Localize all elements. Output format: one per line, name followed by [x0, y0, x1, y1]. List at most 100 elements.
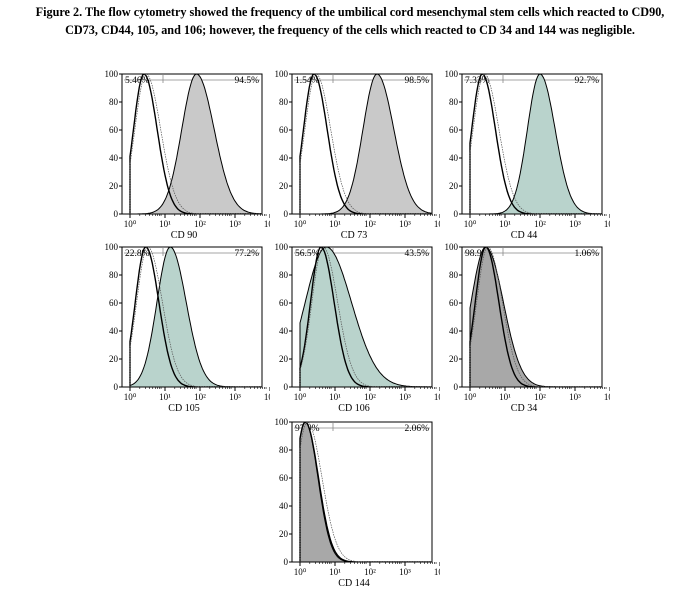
x-tick-label: 10¹	[329, 567, 341, 577]
x-tick-label: 10²	[364, 219, 376, 229]
y-tick-label: 20	[279, 354, 289, 364]
histogram-panel: 10080604020010⁰10¹10²10³10⁴CD 14497.9%2.…	[270, 418, 440, 588]
histogram-svg: 100 80 60 40 20 0 10⁰ 10¹ 10² 10³ 10⁴ CD 106 56.5% 43…	[275, 243, 440, 413]
histogram-panel: 100 80 60 40 20 0 10⁰ 10¹ 10² 10³ 10⁴ CD 90 5.46% 94.…	[100, 70, 270, 240]
y-tick-label: 0	[284, 209, 289, 219]
positive-percentage: 77.2%	[234, 249, 259, 259]
positive-histogram	[469, 247, 602, 387]
histogram-svg: 100 80 60 40 20 0 10⁰ 10¹ 10² 10³ 10⁴ CD 90 5.46% 94.…	[105, 70, 270, 240]
x-tick-label: 10⁰	[294, 392, 307, 402]
y-tick-label: 100	[105, 243, 119, 252]
caption-line-1: The flow cytometry showed the frequency …	[84, 5, 665, 19]
control-histogram-dotted	[469, 74, 602, 214]
histogram-plot	[129, 74, 262, 214]
y-tick-label: 0	[114, 382, 119, 392]
histogram-panel: 100 80 60 40 20 0 10⁰ 10¹ 10² 10³ 10⁴ CD 44 7.33% 92.…	[440, 70, 610, 240]
y-tick-label: 80	[449, 97, 459, 107]
y-tick-label: 20	[109, 181, 119, 191]
y-tick-label: 60	[279, 298, 289, 308]
x-tick-label: 10³	[399, 567, 411, 577]
x-tick-label: 10⁰	[124, 392, 137, 402]
negative-percentage: 22.8%	[125, 249, 150, 259]
x-tick-label: 10¹	[159, 219, 171, 229]
histogram-panel: 100 80 60 40 20 0 10⁰ 10¹ 10² 10³ 10⁴ CD 106 56.5% 43…	[270, 243, 440, 413]
y-tick-label: 20	[279, 181, 289, 191]
marker-label: CD 73	[341, 230, 367, 240]
x-tick-label: 10²	[364, 567, 376, 577]
x-tick-label: 10⁰	[124, 219, 137, 229]
x-tick-label: 10²	[534, 392, 546, 402]
y-tick-label: 60	[449, 298, 459, 308]
negative-percentage: 5.46%	[125, 76, 150, 86]
y-tick-label: 80	[279, 97, 289, 107]
y-tick-label: 0	[114, 209, 119, 219]
x-tick-label: 10¹	[329, 219, 341, 229]
y-tick-label: 100	[445, 243, 459, 252]
y-tick-label: 40	[109, 326, 119, 336]
y-tick-label: 80	[279, 445, 289, 455]
x-tick-label: 10³	[229, 392, 241, 402]
histogram-plot	[469, 247, 602, 387]
y-tick-label: 100	[275, 243, 289, 252]
positive-percentage: 98.5%	[404, 76, 429, 86]
x-tick-label: 10²	[534, 219, 546, 229]
y-tick-label: 100	[275, 418, 289, 427]
control-histogram	[129, 247, 262, 387]
x-tick-label: 10²	[194, 219, 206, 229]
control-histogram	[469, 247, 602, 387]
x-tick-label: 10¹	[499, 392, 511, 402]
y-tick-label: 80	[109, 270, 119, 280]
y-tick-label: 0	[284, 557, 289, 567]
histogram-panel: 100 80 60 40 20 0 10⁰ 10¹ 10² 10³ 10⁴ CD 105 22.8% 77…	[100, 243, 270, 413]
y-tick-label: 60	[449, 125, 459, 135]
x-tick-label: 10³	[229, 219, 241, 229]
marker-label: CD 90	[171, 230, 197, 240]
control-histogram-dotted	[129, 74, 262, 214]
control-histogram	[299, 422, 432, 562]
x-tick-label: 10¹	[159, 392, 171, 402]
y-tick-label: 80	[109, 97, 119, 107]
x-tick-label: 10⁰	[294, 567, 307, 577]
y-tick-label: 60	[109, 125, 119, 135]
control-histogram-dotted	[129, 247, 262, 387]
y-tick-label: 40	[449, 153, 459, 163]
x-tick-label: 10⁴	[604, 392, 610, 402]
x-tick-label: 10⁰	[464, 392, 477, 402]
x-tick-label: 10³	[569, 219, 581, 229]
y-tick-label: 60	[279, 125, 289, 135]
control-histogram	[299, 74, 432, 214]
x-tick-label: 10³	[399, 392, 411, 402]
x-tick-label: 10³	[569, 392, 581, 402]
histogram-svg: 100 80 60 40 20 0 10⁰ 10¹ 10² 10³ 10⁴ CD 105 22.8% 77…	[105, 243, 270, 413]
positive-histogram	[470, 74, 602, 214]
y-tick-label: 20	[449, 181, 459, 191]
positive-percentage: 1.06%	[574, 249, 599, 259]
y-tick-label: 40	[279, 326, 289, 336]
positive-percentage: 94.5%	[234, 76, 259, 86]
marker-label: CD 106	[338, 403, 369, 413]
positive-histogram	[129, 247, 262, 387]
y-tick-label: 100	[105, 70, 119, 79]
histogram-svg: 100 80 60 40 20 0 10⁰ 10¹ 10² 10³ 10⁴ CD 73 1.54% 98.…	[275, 70, 440, 240]
y-tick-label: 60	[109, 298, 119, 308]
histogram-panel: 100 80 60 40 20 0 10⁰ 10¹ 10² 10³ 10⁴ CD 73 1.54% 98.…	[270, 70, 440, 240]
x-tick-label: 10⁰	[464, 219, 477, 229]
y-tick-label: 40	[109, 153, 119, 163]
x-tick-label: 10⁴	[264, 219, 270, 229]
figure-caption: Figure 2. The flow cytometry showed the …	[12, 3, 688, 39]
x-tick-label: 10¹	[329, 392, 341, 402]
y-tick-label: 80	[449, 270, 459, 280]
marker-label: CD 34	[511, 403, 537, 413]
x-tick-label: 10⁴	[604, 219, 610, 229]
control-histogram-dotted	[299, 74, 432, 214]
positive-histogram	[300, 74, 432, 214]
y-tick-label: 100	[445, 70, 459, 79]
x-tick-label: 10⁴	[434, 567, 440, 577]
marker-label: CD 144	[338, 578, 369, 588]
x-tick-label: 10²	[194, 392, 206, 402]
y-tick-label: 80	[279, 270, 289, 280]
histogram-plot	[299, 247, 432, 387]
control-histogram	[299, 247, 432, 387]
y-tick-label: 60	[279, 473, 289, 483]
histogram-svg: 10080604020010⁰10¹10²10³10⁴CD 14497.9%2.…	[275, 418, 440, 588]
